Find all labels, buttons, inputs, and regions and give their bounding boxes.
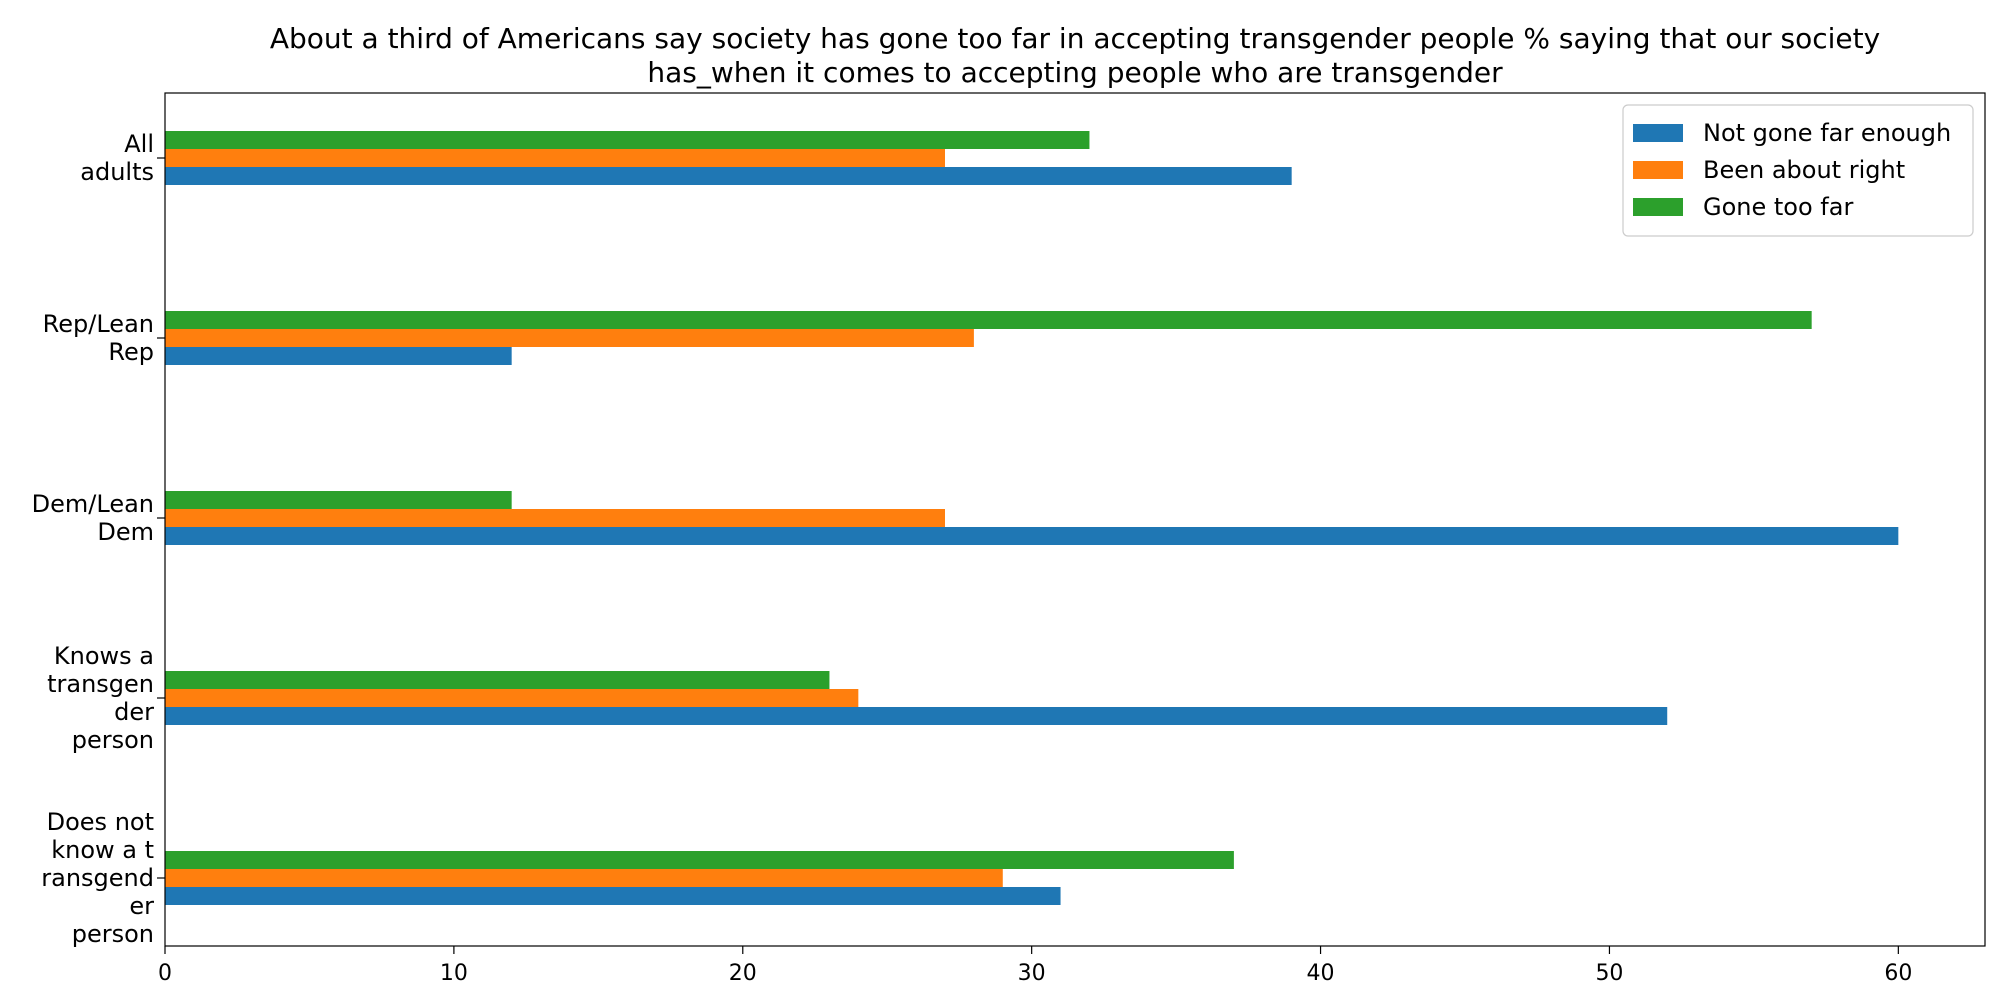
category-label-4-line-1: know a t bbox=[51, 836, 154, 864]
category-label-3-line-3: person bbox=[72, 726, 154, 754]
y-axis: All adults Rep/Lean Rep Dem/Lean Dem Knows a tr… bbox=[32, 130, 165, 948]
bar-not-gone-far-enough-1 bbox=[165, 347, 512, 365]
category-label-1: Rep/Lean Rep bbox=[43, 310, 154, 366]
bar-not-gone-far-enough-4 bbox=[165, 887, 1061, 905]
category-label-0-line-1: adults bbox=[80, 158, 154, 186]
category-label-3-line-0: Knows a bbox=[54, 642, 154, 670]
legend-label-2: Gone too far bbox=[1703, 193, 1853, 221]
x-axis: 0 10 20 30 40 50 60 bbox=[158, 946, 1912, 986]
bar-gone-too-far-1 bbox=[165, 311, 1812, 329]
bar-been-about-right-1 bbox=[165, 329, 974, 347]
legend-label-0: Not gone far enough bbox=[1703, 119, 1951, 147]
bars bbox=[165, 131, 1899, 905]
bar-been-about-right-3 bbox=[165, 689, 859, 707]
chart-title-line-1: About a third of Americans say society h… bbox=[270, 22, 1880, 55]
category-label-4: Does not know a t ransgend er person bbox=[41, 808, 154, 948]
bar-been-about-right-2 bbox=[165, 509, 945, 527]
legend-swatch-1 bbox=[1633, 161, 1683, 179]
x-tick-label-2: 20 bbox=[729, 961, 757, 986]
legend-swatch-2 bbox=[1633, 198, 1683, 216]
x-tick-label-3: 30 bbox=[1018, 961, 1046, 986]
bar-gone-too-far-4 bbox=[165, 851, 1234, 869]
bar-gone-too-far-2 bbox=[165, 491, 512, 509]
category-label-4-line-3: er bbox=[129, 892, 154, 920]
legend: Not gone far enough Been about right Gone … bbox=[1622, 104, 1974, 237]
x-tick-label-1: 10 bbox=[440, 961, 468, 986]
bar-not-gone-far-enough-0 bbox=[165, 167, 1292, 185]
legend-frame bbox=[1622, 104, 1974, 237]
category-label-3-line-2: der bbox=[114, 698, 154, 726]
category-label-2-line-1: Dem bbox=[97, 518, 154, 546]
bar-not-gone-far-enough-2 bbox=[165, 527, 1899, 545]
category-label-0-line-0: All bbox=[124, 130, 154, 158]
category-label-1-line-1: Rep bbox=[108, 338, 154, 366]
bar-been-about-right-0 bbox=[165, 149, 945, 167]
category-label-4-line-4: person bbox=[72, 920, 154, 948]
category-label-3-line-1: transgen bbox=[47, 670, 154, 698]
category-label-3: Knows a transgen der person bbox=[47, 642, 154, 754]
bar-been-about-right-4 bbox=[165, 869, 1003, 887]
chart-title-line-2: has_when it comes to accepting people wh… bbox=[647, 56, 1503, 89]
plot-frame bbox=[164, 92, 1986, 947]
x-tick-label-4: 40 bbox=[1307, 961, 1335, 986]
x-tick-label-6: 60 bbox=[1884, 961, 1912, 986]
category-label-4-line-2: ransgend bbox=[41, 864, 154, 892]
bar-gone-too-far-0 bbox=[165, 131, 1090, 149]
x-tick-label-0: 0 bbox=[158, 961, 172, 986]
legend-label-1: Been about right bbox=[1703, 156, 1905, 184]
category-label-4-line-0: Does not bbox=[47, 808, 154, 836]
category-label-0: All adults bbox=[80, 130, 154, 186]
bar-not-gone-far-enough-3 bbox=[165, 707, 1668, 725]
chart-title: About a third of Americans say society h… bbox=[270, 22, 1880, 89]
category-label-2-line-0: Dem/Lean bbox=[32, 490, 154, 518]
legend-swatch-0 bbox=[1633, 124, 1683, 142]
category-label-1-line-0: Rep/Lean bbox=[43, 310, 154, 338]
x-tick-label-5: 50 bbox=[1595, 961, 1623, 986]
category-label-2: Dem/Lean Dem bbox=[32, 490, 154, 546]
bar-gone-too-far-3 bbox=[165, 671, 830, 689]
